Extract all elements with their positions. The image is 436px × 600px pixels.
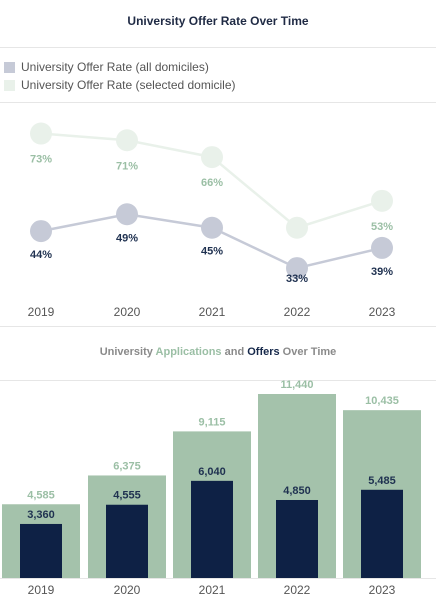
point-all-domiciles <box>30 220 52 243</box>
x-tick-label: 2022 <box>284 305 311 319</box>
data-label-all-domiciles: 45% <box>201 246 223 258</box>
divider <box>0 380 436 381</box>
point-selected-domicile <box>116 129 138 152</box>
line-chart-title: University Offer Rate Over Time <box>127 14 309 28</box>
data-label-all-domiciles: 33% <box>286 273 308 285</box>
data-label-applications: 4,585 <box>27 489 55 501</box>
data-label-selected-domicile: 66% <box>201 177 223 189</box>
data-label-offers: 6,040 <box>198 466 226 478</box>
divider <box>0 47 436 48</box>
legend-item-all-domiciles[interactable]: University Offer Rate (all domiciles) <box>4 58 236 76</box>
legend-item-selected-domicile[interactable]: University Offer Rate (selected domicile… <box>4 76 236 94</box>
data-label-applications: 9,115 <box>199 416 226 428</box>
point-all-domiciles <box>286 257 308 280</box>
point-selected-domicile <box>30 122 52 145</box>
x-tick-label: 2019 <box>28 583 55 597</box>
point-selected-domicile <box>201 146 223 169</box>
data-label-offers: 3,360 <box>27 509 55 521</box>
data-label-offers: 4,555 <box>113 490 141 502</box>
bar-title-applications: Applications <box>155 346 222 358</box>
x-tick-label: 2019 <box>28 305 55 319</box>
point-all-domiciles <box>201 216 223 239</box>
bar-offers <box>106 504 148 578</box>
data-label-all-domiciles: 39% <box>371 266 393 278</box>
bar-title-offers: Offers <box>247 346 280 358</box>
data-label-selected-domicile: 53% <box>371 221 393 233</box>
data-label-applications: 6,375 <box>113 460 141 472</box>
data-label-all-domiciles: 49% <box>116 232 138 244</box>
divider <box>0 326 436 327</box>
bar-offers <box>191 480 233 578</box>
data-label-all-domiciles: 44% <box>30 249 52 261</box>
data-label-selected-domicile: 73% <box>30 154 52 166</box>
bar-title-prefix: University <box>99 346 156 358</box>
point-selected-domicile <box>286 216 308 239</box>
bar-title-suffix: Over Time <box>279 346 337 358</box>
bar-offers <box>20 523 62 578</box>
x-tick-label: 2023 <box>369 305 396 319</box>
x-tick-label: 2020 <box>114 583 141 597</box>
bar-offers <box>361 489 403 578</box>
x-tick-label: 2021 <box>199 305 226 319</box>
bar-title-and: and <box>221 346 248 358</box>
legend-swatch-selected-domicile <box>4 79 15 91</box>
legend-label-all-domiciles: University Offer Rate (all domiciles) <box>21 60 209 74</box>
bar-chart-title: University Applications and Offers Over … <box>0 346 436 358</box>
data-label-selected-domicile: 71% <box>116 160 138 172</box>
legend-swatch-all-domiciles <box>4 61 15 73</box>
divider <box>0 102 436 103</box>
x-tick-label: 2020 <box>114 305 141 319</box>
x-tick-label: 2022 <box>284 583 311 597</box>
x-tick-label: 2021 <box>199 583 226 597</box>
bar-offers <box>276 499 318 578</box>
data-label-applications: 11,440 <box>280 379 313 391</box>
point-selected-domicile <box>371 189 393 212</box>
data-label-applications: 10,435 <box>365 395 399 407</box>
point-all-domiciles <box>371 236 393 259</box>
point-all-domiciles <box>116 203 138 226</box>
legend-label-selected-domicile: University Offer Rate (selected domicile… <box>21 78 236 92</box>
data-label-offers: 5,485 <box>368 475 396 487</box>
x-tick-label: 2023 <box>369 583 396 597</box>
legend: University Offer Rate (all domiciles) Un… <box>4 58 236 94</box>
data-label-offers: 4,850 <box>283 485 311 497</box>
